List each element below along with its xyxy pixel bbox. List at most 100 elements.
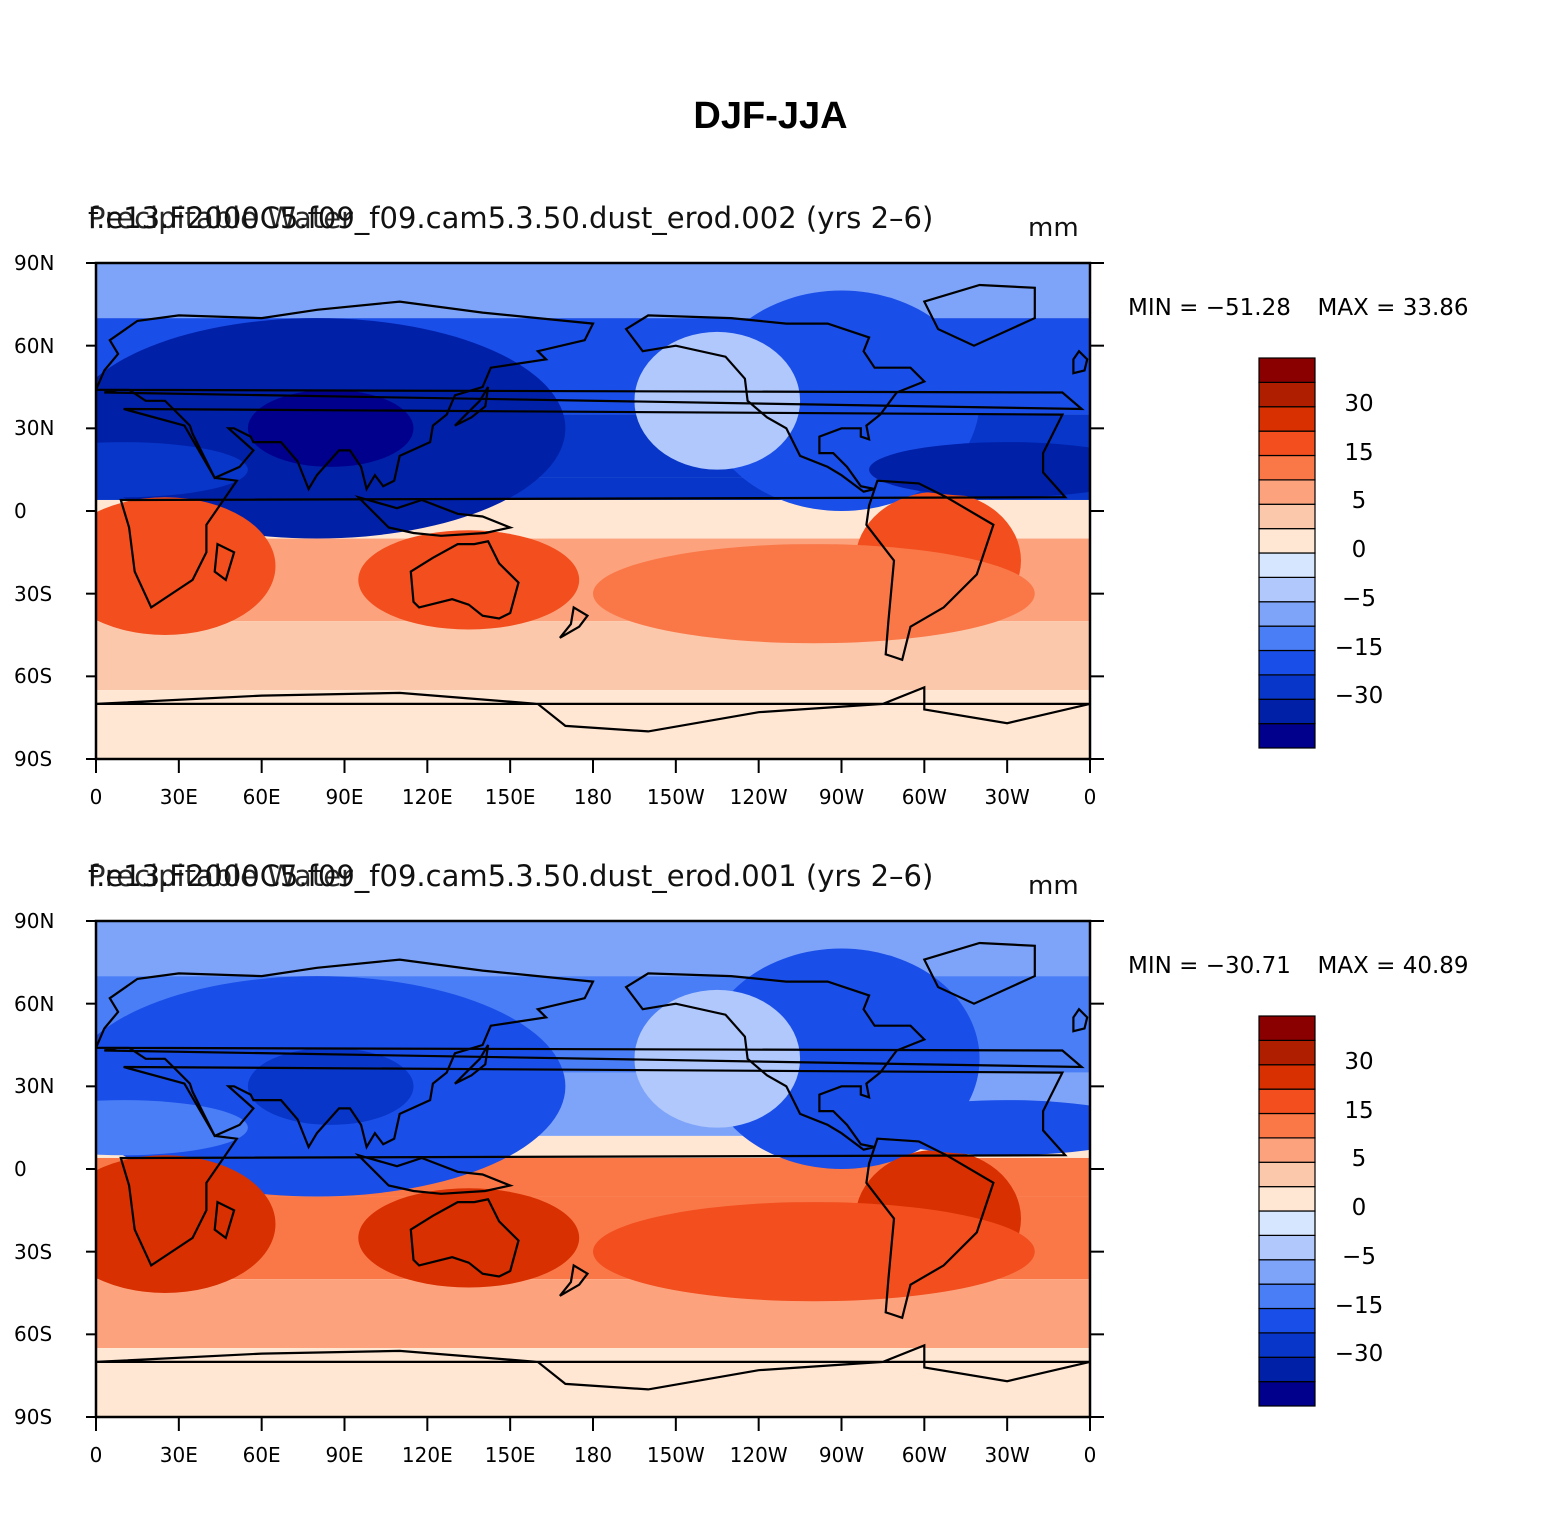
north-america-coast	[624, 314, 927, 493]
x-tick-label: 150E	[484, 1443, 536, 1467]
y-tick-label: 90S	[14, 747, 53, 771]
colorbar-swatch	[1258, 528, 1316, 554]
antarctica-coast	[96, 1343, 1090, 1391]
colorbar-swatch	[1258, 1356, 1316, 1383]
colorbar-label: 5	[1351, 1146, 1367, 1173]
x-tick-label: 180	[573, 1443, 613, 1467]
max-value: MAX = 40.89	[1317, 953, 1469, 979]
colorbar-label: 0	[1351, 1195, 1367, 1221]
colorbar-swatch	[1258, 1307, 1316, 1334]
australia-anomaly	[358, 1188, 580, 1288]
antarctic-band	[96, 690, 1090, 759]
greenland-coast	[922, 283, 1036, 347]
japan-coast	[454, 386, 490, 427]
nz-coast	[559, 1263, 590, 1297]
colorbar-label: 15	[1344, 439, 1374, 466]
x-tick-label: 30E	[159, 1443, 198, 1467]
pacific-ridge	[634, 989, 801, 1128]
colorbar-swatch	[1258, 503, 1316, 530]
indonesia-coast	[354, 494, 514, 537]
tibet-anomaly	[247, 1047, 414, 1125]
colorbar-swatch	[1258, 1112, 1316, 1139]
y-tick-label: 30S	[14, 581, 53, 606]
arctic-band	[96, 263, 1090, 319]
x-tick-label: 120E	[401, 785, 453, 809]
colorbar-swatch	[1258, 601, 1316, 627]
colorbar-label: 0	[1351, 537, 1367, 563]
map-panel-bottom: f.e13.F2000C5.f09_f09.cam5.3.50.dust_ero…	[0, 853, 1541, 1493]
min-max-readout: MIN = −30.71 MAX = 40.89	[1128, 953, 1469, 979]
x-tick-label: 90E	[325, 785, 364, 809]
colorbar-label: 5	[1351, 488, 1367, 515]
japan-coast	[454, 1044, 490, 1085]
x-tick-label: 90W	[818, 1443, 865, 1467]
colorbar-swatch	[1258, 1186, 1316, 1212]
colorbar-label: 30	[1344, 390, 1374, 417]
colorbar-swatch	[1258, 723, 1316, 749]
colorbar-label: −5	[1342, 585, 1376, 612]
south-america-coast	[865, 1137, 995, 1320]
colorbar-swatch	[1258, 479, 1316, 505]
colorbar-swatch	[1258, 430, 1316, 457]
colorbar-label: −30	[1334, 683, 1384, 710]
x-tick-label: 60E	[242, 785, 281, 809]
y-tick-label: 60N	[14, 991, 55, 1016]
y-tick-label: 60S	[14, 664, 53, 689]
y-tick-label: 0	[14, 499, 27, 523]
main-title: DJF-JJA	[693, 95, 848, 137]
panel-variable-title: Precipitable Water	[88, 859, 353, 893]
x-tick-label: 180	[573, 785, 613, 809]
australia-coast	[409, 540, 520, 620]
x-tick-label: 60W	[901, 785, 947, 809]
colorbar-swatch	[1258, 357, 1316, 383]
x-tick-label: 0	[89, 1443, 103, 1467]
colorbar-swatch	[1258, 1064, 1316, 1090]
panel-subtitle: f.e13.F2000C5.f09_f09.cam5.3.50.dust_ero…	[88, 201, 934, 235]
colorbar-swatch	[1258, 1161, 1316, 1188]
colorbar-label: −15	[1334, 1292, 1384, 1319]
panel-units: mm	[1028, 871, 1079, 901]
sahel-anomaly	[96, 442, 248, 498]
x-tick-label: 30W	[984, 1443, 1030, 1467]
x-tick-label: 90E	[325, 1443, 364, 1467]
y-tick-label: 0	[14, 1157, 27, 1181]
africa-coast	[119, 1065, 1068, 1268]
antarctica-coast	[96, 685, 1090, 733]
field-layer	[96, 921, 1090, 1417]
africa-anomaly	[96, 497, 276, 635]
colorbar-swatch	[1258, 674, 1316, 700]
x-tick-label: 0	[1083, 785, 1097, 809]
africa-coast	[119, 407, 1068, 610]
colorbar-swatch	[1258, 649, 1316, 676]
x-tick-label: 60E	[242, 1443, 281, 1467]
colorbar-swatch	[1258, 576, 1316, 603]
y-tick-label: 90N	[14, 251, 55, 275]
africa-anomaly	[96, 1155, 276, 1293]
colorbar-swatch	[1258, 1137, 1316, 1163]
nz-coast	[559, 605, 590, 639]
eurasia-coast	[96, 300, 1085, 492]
colorbar-swatch	[1258, 552, 1316, 578]
australia-coast	[409, 1198, 520, 1278]
uk-coast	[1072, 1007, 1089, 1033]
atlantic-anomaly	[869, 442, 1090, 498]
x-tick-label: 120W	[729, 1443, 788, 1467]
colorbar-label: −15	[1334, 634, 1384, 661]
colorbar-swatch	[1258, 454, 1316, 481]
antarctic-band	[96, 1348, 1090, 1417]
colorbar-swatch	[1258, 698, 1316, 725]
y-tick-label: 30S	[14, 1239, 53, 1264]
colorbar-swatch	[1258, 1015, 1316, 1041]
colorbar-swatch	[1258, 1259, 1316, 1285]
eurasia-coast	[96, 958, 1085, 1150]
colorbar-label: −5	[1342, 1243, 1376, 1270]
colorbar-label: −30	[1334, 1341, 1384, 1368]
x-tick-label: 150W	[646, 1443, 705, 1467]
y-tick-label: 90S	[14, 1405, 53, 1429]
x-tick-label: 150W	[646, 785, 705, 809]
x-tick-label: 150E	[484, 785, 536, 809]
north-america-coast	[624, 972, 927, 1151]
panel-subtitle: f.e13.F2000C5.f09_f09.cam5.3.50.dust_ero…	[88, 859, 934, 893]
x-tick-label: 120E	[401, 1443, 453, 1467]
y-tick-label: 60S	[14, 1322, 53, 1347]
